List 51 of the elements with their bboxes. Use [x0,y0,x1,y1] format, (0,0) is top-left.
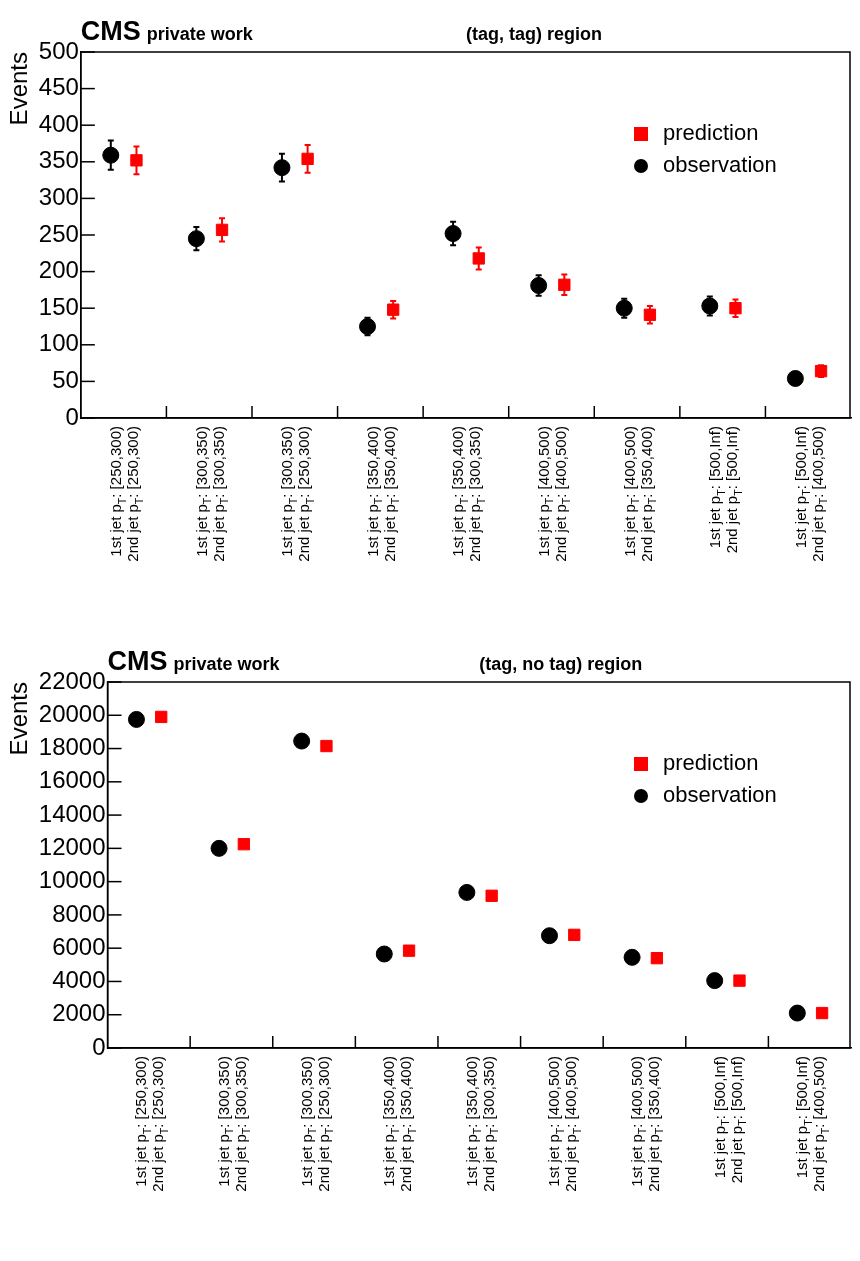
text: (tag, no tag) region [479,654,643,674]
y-tick-label: 150 [38,292,79,320]
x-tick-label: 1st jet pT: [350,400) 2nd jet pT: [300,350) [449,426,487,562]
x-tick-label: 1st jet pT: [250,300) 2nd jet pT: [250,300) [107,426,145,562]
y-tick-label: 6000 [52,932,106,960]
legend-label: prediction [663,120,759,146]
y-tick-label: 0 [92,1032,106,1060]
y-tick-label: 18000 [38,733,106,761]
chart-title: CMS [80,16,141,46]
y-tick-label: 0 [65,402,79,430]
x-tick-label: 1st jet pT: [400,500) 2nd jet pT: [350,400) [620,426,659,562]
y-axis-title: Events [5,52,33,126]
x-tick-label: 1st jet pT: [400,500) 2nd jet pT: [400,500) [534,426,573,562]
x-tick-label: 1st jet pT: [300,350) 2nd jet pT: [250,300) [278,426,316,562]
y-tick-label: 500 [38,36,79,64]
x-tick-label: 1st jet pT: [300,350) 2nd jet pT: [300,350) [192,426,231,562]
y-tick-label: 300 [38,183,79,211]
chart-title: CMS [107,646,168,676]
y-tick-label: 400 [38,109,79,137]
legend-label: prediction [663,750,759,776]
y-tick-label: 16000 [38,766,106,794]
x-tick-label: 1st jet pT: [400,500) 2nd jet pT: [400,500) [545,1056,583,1192]
y-tick-label: 450 [38,73,79,101]
x-tick-label: 1st jet pT: [350,400) 2nd jet pT: [350,400) [363,426,402,562]
x-tick-label: 1st jet pT: [500,Inf) 2nd jet pT: [500,Inf) [710,1055,749,1184]
x-tick-label: 1st jet pT: [300,350) 2nd jet pT: [300,350) [214,1056,253,1192]
x-tick-label: 1st jet pT: [350,400) 2nd jet pT: [300,350) [462,1056,501,1192]
x-tick-label: 1st jet pT: [350,400) 2nd jet pT: [350,400) [380,1056,418,1192]
chart-subtitle: private work [146,24,254,44]
y-tick-label: 2000 [52,999,106,1027]
y-tick-label: 50 [52,366,79,394]
y-tick-label: 350 [38,146,79,174]
y-tick-label: 10000 [38,866,106,894]
y-tick-label: 22000 [38,666,106,694]
y-tick-label: 8000 [52,899,106,927]
legend-label: observation [663,782,777,808]
text: (tag, tag) region [465,24,602,44]
y-tick-label: 20000 [38,699,106,727]
x-tick-label: 1st jet pT: [250,300) 2nd jet pT: [250,300) [132,1056,170,1192]
y-tick-label: 250 [38,219,79,247]
chart-subtitle: private work [173,654,281,674]
x-tick-label: 1st jet pT: [400,500) 2nd jet pT: [350,400) [627,1056,666,1192]
legend-label: observation [663,152,777,178]
y-tick-label: 100 [38,329,79,357]
y-tick-label: 14000 [38,799,106,827]
x-tick-label: 1st jet pT: [300,350) 2nd jet pT: [250,300) [297,1056,336,1192]
y-tick-label: 4000 [52,966,106,994]
y-axis-title: Events [5,682,33,756]
x-tick-label: 1st jet pT: [500,Inf) 2nd jet pT: [500,Inf) [706,425,744,554]
y-tick-label: 200 [38,256,79,284]
y-tick-label: 12000 [38,832,106,860]
